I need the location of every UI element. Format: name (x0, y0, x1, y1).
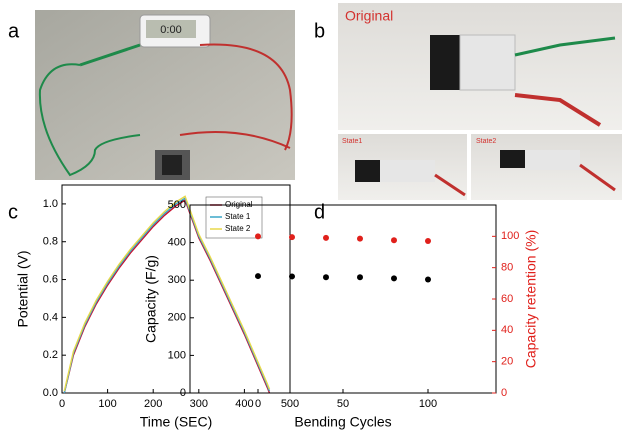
y2-tick-label: 20 (501, 356, 513, 368)
panel-label: d (314, 201, 325, 223)
point (323, 274, 329, 281)
photo-b: Original State1 State2 (338, 3, 622, 200)
point (289, 234, 295, 241)
timer-text: 0:00 (160, 24, 181, 36)
series-line (63, 199, 271, 394)
x-tick-label: 100 (419, 398, 437, 410)
y-tick-label: 200 (168, 312, 186, 324)
x-tick-label: 400 (235, 398, 253, 410)
y2-tick-label: 40 (501, 324, 513, 336)
y-tick-label: 100 (168, 349, 186, 361)
point (391, 237, 397, 244)
x-axis-label: Time (SEC) (140, 414, 213, 430)
y-tick-label: 1.0 (43, 198, 58, 210)
point (289, 273, 295, 280)
x-axis-label: Bending Cycles (294, 414, 391, 430)
y-tick-label: 500 (168, 199, 186, 211)
x-tick-label: 0 (59, 398, 65, 410)
panel-label: c (8, 201, 18, 223)
point (357, 274, 363, 281)
photo-label: State1 (342, 138, 362, 145)
x-tick-label: 200 (144, 398, 162, 410)
point (425, 238, 431, 245)
panel-label: a (8, 20, 20, 42)
y2-axis-label: Capacity retention (%) (523, 230, 539, 369)
photo-label: State2 (476, 138, 496, 145)
y2-tick-label: 80 (501, 262, 513, 274)
y-tick-label: 0.4 (43, 311, 58, 323)
point (425, 276, 431, 283)
legend-label: State 2 (225, 224, 251, 233)
x-tick-label: 0 (255, 398, 261, 410)
series-line (63, 195, 271, 392)
y-axis-label: Potential (V) (15, 250, 31, 327)
y-tick-label: 400 (168, 237, 186, 249)
y-tick-label: 0 (180, 387, 186, 399)
y-tick-label: 0.0 (43, 387, 58, 399)
point (255, 273, 261, 280)
x-tick-label: 100 (98, 398, 116, 410)
y-tick-label: 0.2 (43, 349, 58, 361)
y-axis-label: Capacity (F/g) (143, 255, 159, 343)
point (357, 235, 363, 242)
panel-label: b (314, 20, 325, 42)
photo-label: Original (345, 8, 393, 24)
point (391, 275, 397, 282)
legend-label: State 1 (225, 212, 251, 221)
photo-a: 0:00 (35, 10, 295, 180)
point (255, 233, 261, 240)
x-tick-label: 500 (281, 398, 299, 410)
y2-tick-label: 0 (501, 387, 507, 399)
y2-tick-label: 100 (501, 230, 519, 242)
y2-tick-label: 60 (501, 293, 513, 305)
y-tick-label: 0.6 (43, 273, 58, 285)
series-line (63, 197, 271, 394)
point (323, 234, 329, 241)
x-tick-label: 50 (337, 398, 349, 410)
plot-frame (61, 184, 291, 394)
x-tick-label: 300 (190, 398, 208, 410)
y-tick-label: 300 (168, 274, 186, 286)
y-tick-label: 0.8 (43, 236, 58, 248)
